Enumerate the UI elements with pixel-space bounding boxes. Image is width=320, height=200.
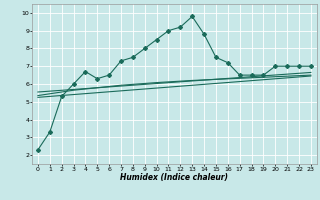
X-axis label: Humidex (Indice chaleur): Humidex (Indice chaleur) <box>120 173 228 182</box>
